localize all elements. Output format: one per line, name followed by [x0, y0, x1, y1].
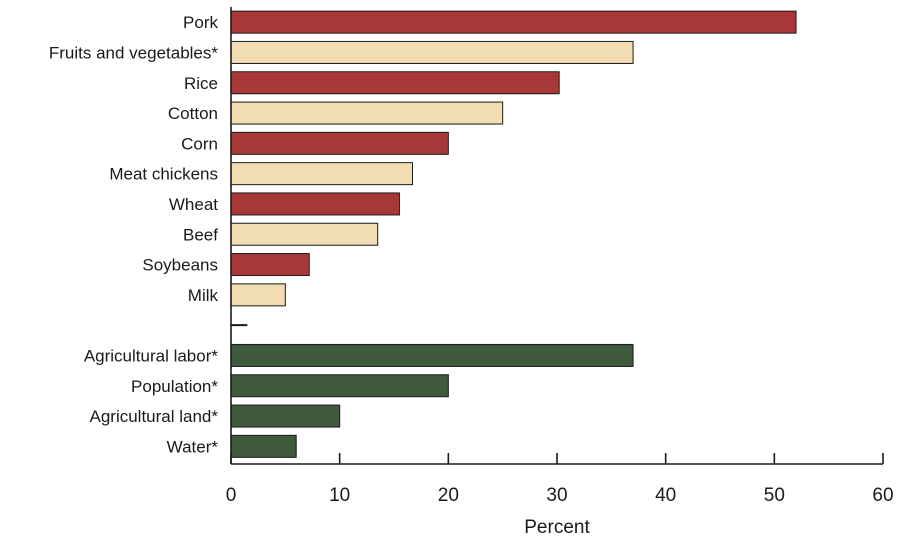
- category-label: Water*: [167, 437, 219, 456]
- category-label: Pork: [183, 13, 218, 32]
- category-label: Population*: [131, 377, 218, 396]
- bars-group: [230, 10, 797, 458]
- bar-milk: [230, 283, 286, 307]
- x-tick-label: 40: [655, 485, 676, 506]
- bar-rice: [230, 71, 560, 95]
- bar-water: [230, 434, 297, 458]
- bar-cotton: [230, 101, 504, 125]
- bar-agricultural-land: [230, 404, 341, 428]
- bar-meat-chickens: [230, 162, 413, 186]
- x-axis-title: Percent: [524, 517, 590, 538]
- bar-fruits-and-vegetables: [230, 40, 634, 64]
- x-tick-label: 20: [438, 485, 459, 506]
- x-tick-label: 30: [546, 485, 567, 506]
- category-label: Corn: [181, 134, 218, 153]
- bar-soybeans: [230, 253, 310, 277]
- category-label: Fruits and vegetables*: [49, 43, 219, 62]
- category-label: Soybeans: [142, 256, 218, 275]
- x-tick-label: 10: [329, 485, 350, 506]
- category-label: Milk: [188, 286, 219, 305]
- bar-corn: [230, 131, 449, 155]
- x-axis-ticks: 0 10 20 30 40 50 60: [226, 453, 894, 506]
- category-label: Agricultural labor*: [84, 346, 219, 365]
- category-labels: Pork Fruits and vegetables* Rice Cotton Corn…: [49, 13, 219, 456]
- x-tick-label: 60: [872, 485, 893, 506]
- category-label: Beef: [183, 225, 218, 244]
- bar-wheat: [230, 192, 400, 216]
- category-label: Rice: [184, 74, 218, 93]
- category-label: Meat chickens: [109, 165, 218, 184]
- bar-agricultural-labor: [230, 343, 634, 367]
- category-label: Agricultural land*: [89, 407, 218, 426]
- x-tick-label: 0: [226, 485, 237, 506]
- category-label: Cotton: [168, 104, 218, 123]
- bar-pork: [230, 10, 797, 34]
- x-tick-label: 50: [764, 485, 785, 506]
- bar-population: [230, 374, 449, 398]
- bar-beef: [230, 222, 379, 246]
- category-label: Wheat: [169, 195, 218, 214]
